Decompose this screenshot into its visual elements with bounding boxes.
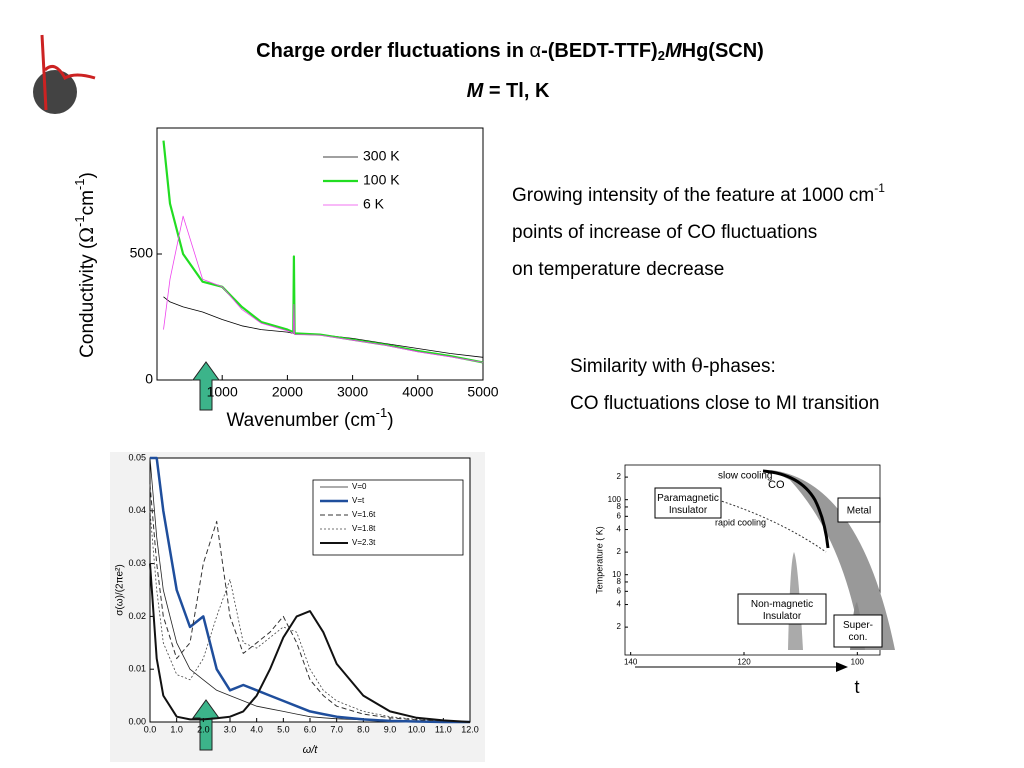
metal-region	[770, 470, 895, 650]
y-tick-label: 8	[617, 577, 622, 586]
series-line	[163, 215, 484, 363]
y-tick-label: 2	[617, 472, 622, 481]
y-tick-label: 0.05	[128, 452, 146, 462]
arrow	[192, 699, 220, 751]
y-tick-label: 100	[608, 495, 622, 504]
y-tick-label: 0.01	[128, 664, 146, 674]
y-tick-label: 0.04	[128, 505, 146, 515]
region-label: Paramagnetic Insulator	[657, 493, 719, 516]
x-tick-label: 100	[851, 657, 865, 666]
y-tick-label: 0	[145, 371, 153, 387]
region-label: Non-magnetic Insulator	[751, 599, 813, 622]
x-tick-label: 120	[737, 657, 751, 666]
series-line	[150, 456, 470, 724]
series-line	[149, 484, 471, 723]
x-tick-label: 2000	[272, 383, 303, 399]
y-tick-label: 0.00	[128, 716, 146, 726]
y-tick-label: 4	[617, 600, 622, 609]
x-axis-label: Wavenumber (cm-1)	[226, 405, 393, 431]
label-box	[737, 593, 827, 625]
x-tick-label: 10.0	[408, 724, 426, 734]
logo	[33, 34, 96, 114]
x-tick-label: 7.0	[330, 724, 343, 734]
note: Similarity with θ-phases:	[570, 355, 776, 377]
y-axis-label: σ(ω)/(2πe²)	[115, 564, 126, 615]
note: Growing intensity of the feature at 1000…	[512, 181, 885, 206]
x-tick-label: 6.0	[304, 724, 317, 734]
x-tick-label: 9.0	[384, 724, 397, 734]
region-label: Super-con.	[843, 620, 873, 643]
x-tick-label: 5000	[467, 383, 498, 399]
x-tick-label: 12.0	[461, 724, 479, 734]
y-axis-label: Temperature ( K)	[594, 526, 604, 594]
note: points of increase of CO fluctuations	[512, 222, 817, 243]
x-tick-label: 5.0	[277, 724, 290, 734]
legend-label: V=2.3t	[352, 538, 376, 547]
series-line	[162, 140, 484, 364]
y-tick-label: 2	[617, 622, 622, 631]
co-boundary	[762, 469, 830, 549]
x-tick-label: 0.0	[144, 724, 157, 734]
legend-label: V=1.8t	[352, 524, 376, 533]
series-line	[149, 563, 471, 723]
legend-label: V=t	[352, 496, 365, 505]
rapid-cooling-line	[717, 499, 827, 553]
region-label: Metal	[847, 506, 871, 517]
y-tick-label: 6	[617, 586, 622, 595]
x-tick-label: 1000	[207, 383, 238, 399]
arrow	[192, 361, 220, 411]
y-tick-label: 0.03	[128, 558, 146, 568]
note: CO fluctuations close to MI transition	[570, 393, 879, 414]
region-label: rapid cooling	[715, 517, 766, 527]
x-tick-label: 3.0	[224, 724, 237, 734]
plot-frame	[156, 127, 484, 381]
x-tick-label: 11.0	[435, 724, 452, 734]
x-tick-label: 4000	[402, 383, 433, 399]
note: on temperature decrease	[512, 259, 724, 280]
title: Charge order fluctuations in α-(BEDT-TTF…	[256, 40, 764, 63]
y-tick-label: 500	[130, 245, 154, 261]
x-tick-label: 140	[624, 657, 638, 666]
y-tick-label: 4	[617, 525, 622, 534]
x-axis-label: t	[854, 677, 859, 697]
region-label: slow cooling	[718, 471, 772, 482]
x-tick-label: 3000	[337, 383, 368, 399]
legend-label: V=1.6t	[352, 510, 376, 519]
legend-label: 300 K	[363, 148, 400, 164]
label-box	[654, 487, 722, 519]
legend-label: 100 K	[363, 172, 400, 188]
legend-label: 6 K	[363, 196, 385, 212]
y-tick-label: 2	[617, 547, 622, 556]
x-tick-label: 8.0	[357, 724, 370, 734]
label-box	[833, 614, 883, 648]
series-line	[149, 510, 471, 723]
legend-label: V=0	[352, 482, 367, 491]
x-tick-label: 2.0	[197, 724, 210, 734]
t-arrow-head	[836, 662, 848, 672]
x-tick-label: 1.0	[170, 724, 183, 734]
region-label: CO	[768, 479, 785, 491]
y-tick-label: 8	[617, 502, 622, 511]
y-tick-label: 0.02	[128, 611, 146, 621]
x-tick-label: 4.0	[250, 724, 263, 734]
label-box	[837, 497, 881, 523]
y-tick-label: 10	[612, 570, 621, 579]
subtitle: M = Tl, K	[467, 80, 550, 102]
x-axis-label: ω/t	[303, 744, 319, 756]
y-axis-label: Conductivity (Ω-1cm-1)	[72, 172, 98, 358]
y-tick-label: 6	[617, 511, 622, 520]
series-line	[163, 296, 484, 358]
